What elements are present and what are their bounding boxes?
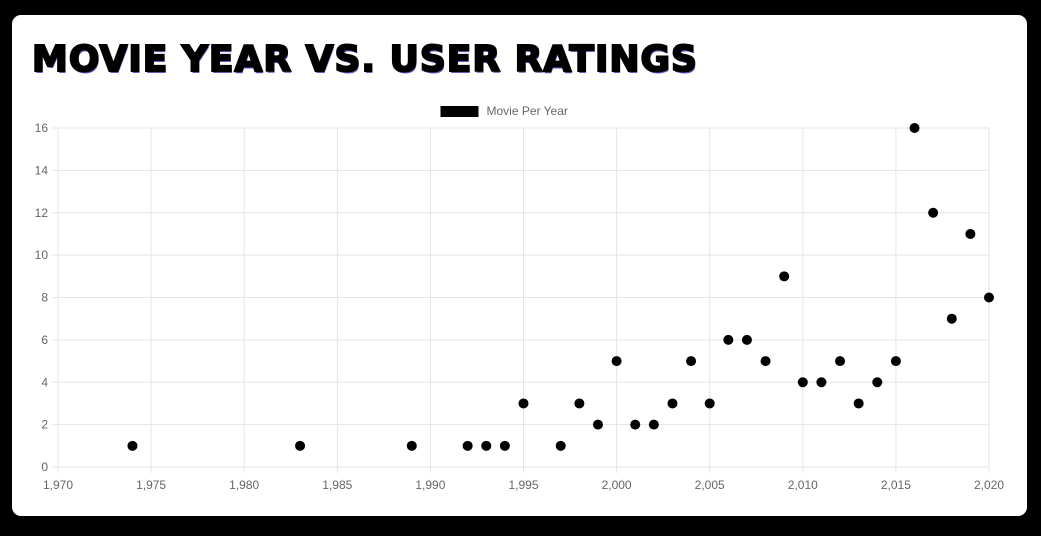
data-point[interactable] bbox=[984, 292, 994, 303]
data-point[interactable] bbox=[853, 398, 864, 409]
data-point[interactable] bbox=[630, 419, 641, 430]
data-point[interactable] bbox=[723, 334, 734, 345]
x-tick-label: 2,020 bbox=[974, 478, 1004, 492]
legend-swatch[interactable] bbox=[440, 106, 479, 117]
scatter-chart: 1,970 1,975 1,980 1,985 1,990 1,995 2,000 2,005… bbox=[35, 104, 1005, 492]
page-title: MOVIE YEAR VS. USER RATINGS bbox=[31, 38, 698, 81]
data-point[interactable] bbox=[127, 440, 138, 451]
data-point[interactable] bbox=[686, 356, 697, 367]
x-tick-label: 2,005 bbox=[695, 478, 725, 492]
x-tick-label: 2,000 bbox=[602, 478, 632, 492]
data-point[interactable] bbox=[481, 440, 492, 451]
data-point[interactable] bbox=[667, 398, 678, 409]
data-point[interactable] bbox=[574, 398, 585, 409]
x-tick-label: 1,975 bbox=[136, 478, 166, 492]
data-point[interactable] bbox=[592, 419, 603, 430]
y-tick-label: 16 bbox=[35, 121, 49, 135]
data-point[interactable] bbox=[816, 377, 827, 388]
y-tick-label: 14 bbox=[35, 163, 49, 177]
x-tick-label: 1,990 bbox=[415, 478, 445, 492]
data-point[interactable] bbox=[797, 377, 808, 388]
x-tick-label: 2,015 bbox=[881, 478, 911, 492]
y-tick-label: 0 bbox=[41, 460, 48, 474]
data-point[interactable] bbox=[648, 419, 659, 430]
x-tick-label: 2,010 bbox=[788, 478, 818, 492]
data-point[interactable] bbox=[518, 398, 529, 409]
y-tick-label: 12 bbox=[35, 206, 49, 220]
y-tick-label: 4 bbox=[41, 375, 48, 389]
chart-card: MOVIE YEAR VS. USER RATINGS 1,970 1,975 1,… bbox=[12, 15, 1027, 516]
data-point[interactable] bbox=[835, 356, 846, 367]
y-tick-label: 8 bbox=[41, 291, 48, 305]
y-tick-label: 10 bbox=[35, 248, 49, 262]
y-tick-label: 2 bbox=[41, 418, 48, 432]
data-point[interactable] bbox=[890, 356, 901, 367]
data-point[interactable] bbox=[760, 356, 771, 367]
data-point[interactable] bbox=[295, 440, 306, 451]
x-tick-label: 1,985 bbox=[322, 478, 352, 492]
data-point[interactable] bbox=[965, 228, 976, 239]
data-point[interactable] bbox=[462, 440, 473, 451]
data-point[interactable] bbox=[611, 356, 622, 367]
y-tick-label: 6 bbox=[41, 333, 48, 347]
x-tick-label: 1,995 bbox=[508, 478, 538, 492]
data-point[interactable] bbox=[741, 334, 752, 345]
data-point[interactable] bbox=[909, 123, 920, 133]
x-tick-label: 1,970 bbox=[43, 478, 73, 492]
legend-label[interactable]: Movie Per Year bbox=[487, 104, 568, 118]
data-point[interactable] bbox=[779, 271, 790, 282]
data-point[interactable] bbox=[872, 377, 883, 388]
data-point[interactable] bbox=[406, 440, 417, 451]
data-point[interactable] bbox=[555, 440, 566, 451]
data-point[interactable] bbox=[946, 313, 957, 324]
x-tick-label: 1,980 bbox=[229, 478, 259, 492]
data-point[interactable] bbox=[704, 398, 715, 409]
data-point[interactable] bbox=[928, 207, 939, 218]
data-point[interactable] bbox=[499, 440, 510, 451]
